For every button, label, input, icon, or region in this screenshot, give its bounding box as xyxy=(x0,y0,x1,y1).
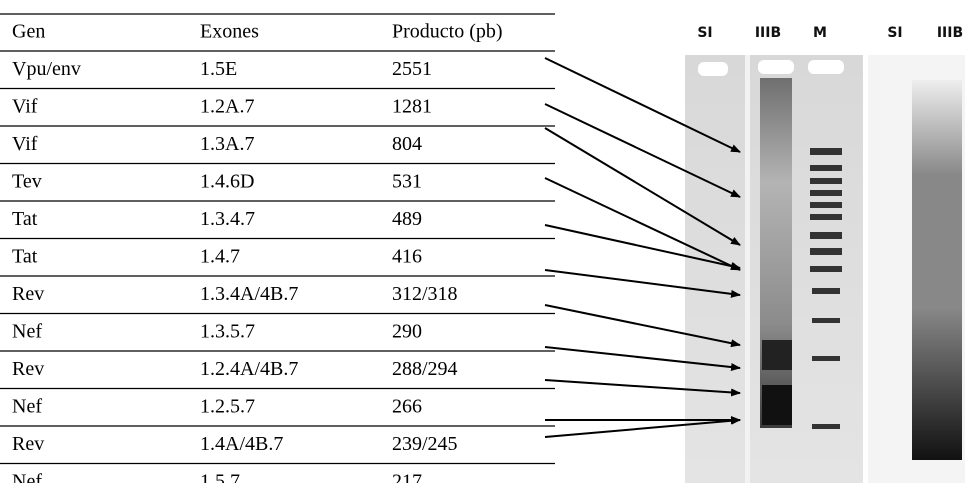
table-cell: 1.2.4A/4B.7 xyxy=(200,358,298,380)
table-cell: 1.3.5.7 xyxy=(200,321,255,343)
table-cell: 1.3.4A/4B.7 xyxy=(200,283,298,305)
header-cell: Producto (pb) xyxy=(392,21,503,43)
table-cell: Rev xyxy=(12,358,44,380)
table-cell: 1.2A.7 xyxy=(200,96,254,118)
figure: Gen Exones Producto (pb) Vpu/env 1.5E 2551 Vif… xyxy=(0,0,965,483)
table-cell: 1.4.6D xyxy=(200,171,254,193)
table-cell: Nef xyxy=(12,396,42,418)
table-cell: Rev xyxy=(12,283,44,305)
table-cell: 1281 xyxy=(392,96,432,118)
table-cell: Tev xyxy=(12,171,42,193)
table-cell: 312/318 xyxy=(392,283,458,305)
lane-label: SI xyxy=(697,25,712,41)
header-cell: Exones xyxy=(200,21,259,43)
header-cell: Gen xyxy=(12,21,45,43)
table-cell: 288/294 xyxy=(392,358,458,380)
table-cell: Tat xyxy=(12,208,38,230)
table-cell: 1.2.5.7 xyxy=(200,396,255,418)
lane-label: IIIB xyxy=(937,25,963,41)
table-cell: 1.5E xyxy=(200,58,237,80)
lane-label: M xyxy=(813,25,827,41)
table: Gen Exones Producto (pb) Vpu/env 1.5E 2551 Vif… xyxy=(0,14,555,483)
table-cell: 804 xyxy=(392,133,422,155)
lane-label: SI xyxy=(887,25,902,41)
table-cell: 1.3A.7 xyxy=(200,133,254,155)
lane-label: IIIB xyxy=(755,25,781,41)
table-cell: Nef xyxy=(12,321,42,343)
table-cell: Vif xyxy=(12,133,38,155)
table-cell: Nef xyxy=(12,471,42,483)
table-cell: 1.4A/4B.7 xyxy=(200,433,283,455)
table-cell: 239/245 xyxy=(392,433,458,455)
table-cell: 1.3.4.7 xyxy=(200,208,255,230)
table-cell: Vpu/env xyxy=(12,58,81,80)
table-cell: Vif xyxy=(12,96,38,118)
gel-image xyxy=(685,55,965,483)
table-cell: Rev xyxy=(12,433,44,455)
table-cell: 266 xyxy=(392,396,422,418)
table-cell: 217 xyxy=(392,471,422,483)
table-cell: 489 xyxy=(392,208,422,230)
table-cell: 2551 xyxy=(392,58,432,80)
table-cell: 1.4.7 xyxy=(200,246,240,268)
table-cell: 531 xyxy=(392,171,422,193)
table-cell: Tat xyxy=(12,246,38,268)
table-cell: 416 xyxy=(392,246,422,268)
table-cell: 1.5.7 xyxy=(200,471,240,483)
table-cell: 290 xyxy=(392,321,422,343)
